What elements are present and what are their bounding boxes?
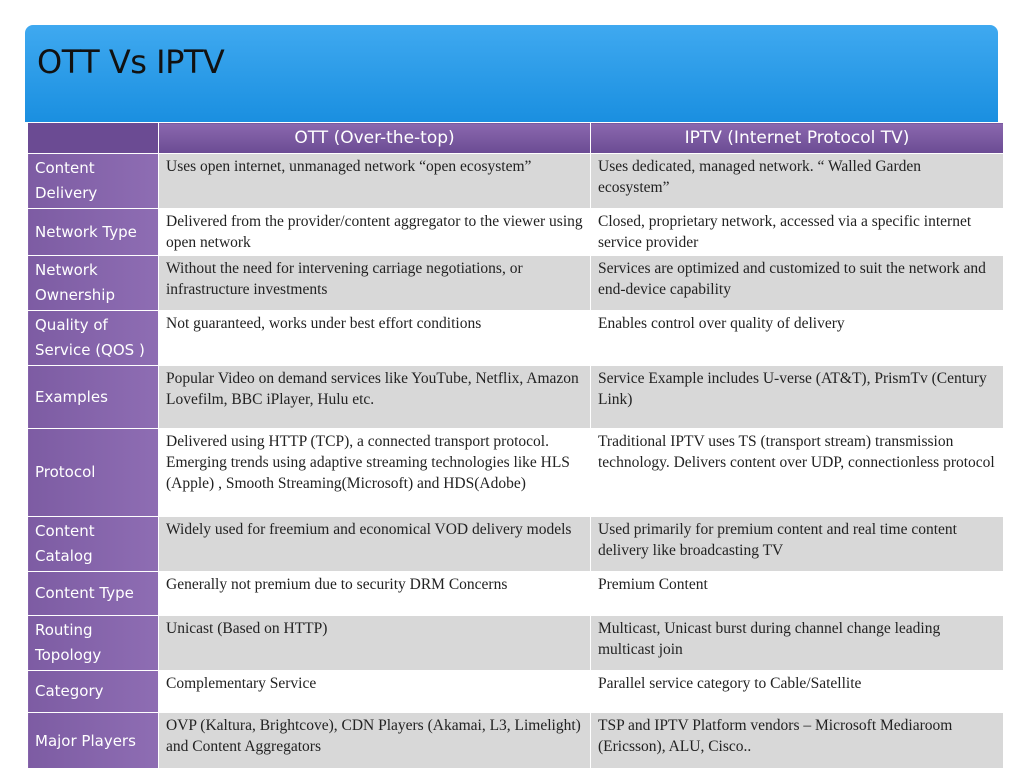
row-label: Protocol [27, 428, 159, 517]
column-header: OTT (Over-the-top) [158, 122, 591, 154]
table-cell: Uses dedicated, managed network. “ Walle… [590, 153, 1004, 209]
table-cell: Premium Content [590, 571, 1004, 616]
row-label: Category [27, 670, 159, 713]
table-cell: Multicast, Unicast burst during channel … [590, 615, 1004, 671]
row-label: Content Catalog [27, 516, 159, 572]
table-cell: Not guaranteed, works under best effort … [158, 310, 591, 366]
table-row: Network Ownership Without the need for in… [27, 255, 1004, 311]
table-row: Content Delivery Uses open internet, unma… [27, 153, 1004, 209]
slide-title: OTT Vs IPTV [37, 43, 225, 81]
table-cell: Delivered using HTTP (TCP), a connected … [158, 428, 591, 517]
corner-cell [27, 122, 159, 154]
row-label: Content Delivery [27, 153, 159, 209]
comparison-table: OTT (Over-the-top) IPTV (Internet Protoc… [27, 122, 1004, 768]
table-cell: Delivered from the provider/content aggr… [158, 208, 591, 256]
table-cell: Complementary Service [158, 670, 591, 713]
row-label: Routing Topology [27, 615, 159, 671]
table-cell: Used primarily for premium content and r… [590, 516, 1004, 572]
row-label: Network Ownership [27, 255, 159, 311]
row-label: Content Type [27, 571, 159, 616]
table-cell: TSP and IPTV Platform vendors – Microsof… [590, 712, 1004, 768]
table-row: Major Players OVP (Kaltura, Brightcove), … [27, 712, 1004, 768]
table-cell: Uses open internet, unmanaged network “o… [158, 153, 591, 209]
table-row: Category Complementary Service Parallel se… [27, 670, 1004, 713]
header-row: OTT (Over-the-top) IPTV (Internet Protoc… [27, 122, 1004, 154]
row-label: Quality of Service (QOS ) [27, 310, 159, 366]
title-banner: OTT Vs IPTV [25, 25, 998, 122]
table-row: Routing Topology Unicast (Based on HTTP) M… [27, 615, 1004, 671]
table-row: Quality of Service (QOS ) Not guaranteed,… [27, 310, 1004, 366]
table-row: Content Type Generally not premium due to… [27, 571, 1004, 616]
table-row: Network Type Delivered from the provider/… [27, 208, 1004, 256]
row-label: Network Type [27, 208, 159, 256]
table-row: Protocol Delivered using HTTP (TCP), a co… [27, 428, 1004, 517]
table-cell: Parallel service category to Cable/Satel… [590, 670, 1004, 713]
table-cell: Popular Video on demand services like Yo… [158, 365, 591, 429]
table-cell: Enables control over quality of delivery [590, 310, 1004, 366]
column-header: IPTV (Internet Protocol TV) [590, 122, 1004, 154]
table-cell: Without the need for intervening carriag… [158, 255, 591, 311]
table-cell: Generally not premium due to security DR… [158, 571, 591, 616]
table-cell: Widely used for freemium and economical … [158, 516, 591, 572]
table-row: Content Catalog Widely used for freemium … [27, 516, 1004, 572]
table-cell: OVP (Kaltura, Brightcove), CDN Players (… [158, 712, 591, 768]
table-cell: Service Example includes U-verse (AT&T),… [590, 365, 1004, 429]
table-cell: Unicast (Based on HTTP) [158, 615, 591, 671]
table-row: Examples Popular Video on demand services… [27, 365, 1004, 429]
table-cell: Closed, proprietary network, accessed vi… [590, 208, 1004, 256]
table-cell: Traditional IPTV uses TS (transport stre… [590, 428, 1004, 517]
row-label: Examples [27, 365, 159, 429]
row-label: Major Players [27, 712, 159, 768]
table-cell: Services are optimized and customized to… [590, 255, 1004, 311]
